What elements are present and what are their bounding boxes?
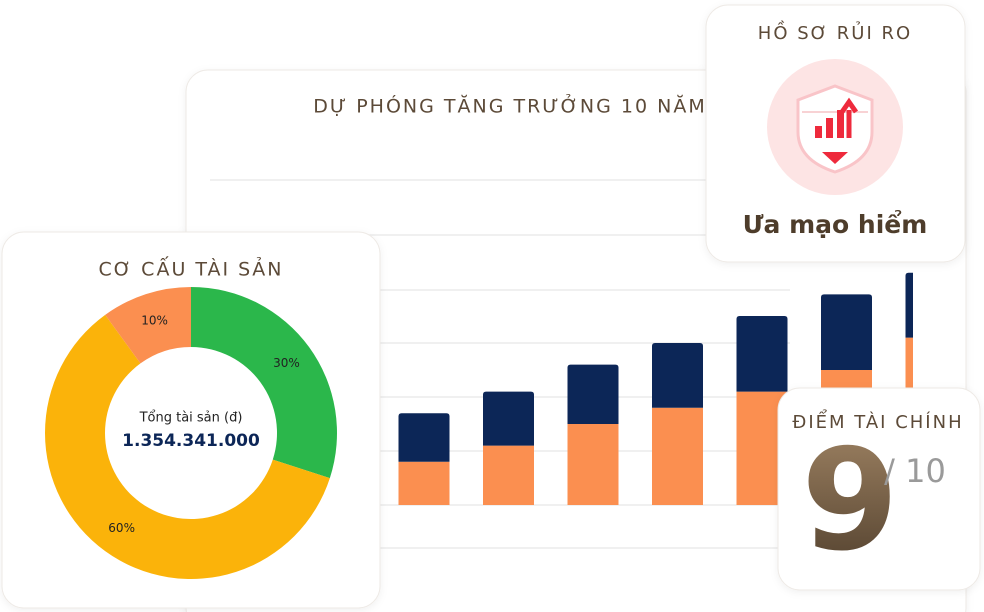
bar-segment [736, 391, 788, 505]
donut-slice [44, 314, 330, 579]
asset-title: CƠ CẤU TÀI SẢN [99, 256, 284, 281]
risk-label: Ưa mạo hiểm [743, 209, 928, 239]
center-label: Tổng tài sản (đ) [139, 411, 243, 426]
score-card [777, 387, 981, 591]
donut-slice [105, 287, 191, 364]
bar-segment [652, 343, 703, 408]
bar-segment [905, 272, 913, 338]
icon-down [822, 152, 848, 164]
slice-label: 60% [108, 521, 135, 535]
icon-bar [826, 118, 833, 138]
center-value: 1.354.341.000 [122, 431, 260, 451]
bar-segment [567, 364, 619, 424]
icon-bar [815, 126, 822, 138]
slice-label: 30% [273, 356, 300, 370]
bar-segment [398, 461, 450, 505]
bar-segment [652, 407, 703, 505]
donut-slice [191, 287, 337, 479]
bar-segment [567, 424, 619, 505]
icon-arrow [839, 97, 859, 138]
score-max: / 10 [884, 452, 946, 490]
bar-segment [483, 445, 534, 505]
score-title: ĐIỂM TÀI CHÍNH [792, 409, 963, 433]
score-value: 9 [801, 420, 898, 583]
bar-segment [821, 294, 872, 370]
icon-bar [837, 110, 844, 138]
growth-title: DỰ PHÓNG TĂNG TRƯỞNG 10 NĂM [313, 93, 706, 118]
bar-segment [483, 391, 534, 446]
donut: 30% 60% 10% [44, 287, 337, 579]
risk-title: HỒ SƠ RỦI RO [758, 20, 912, 44]
bar-segment [736, 316, 788, 392]
slice-label: 10% [141, 313, 168, 327]
bar-segment [398, 413, 450, 462]
